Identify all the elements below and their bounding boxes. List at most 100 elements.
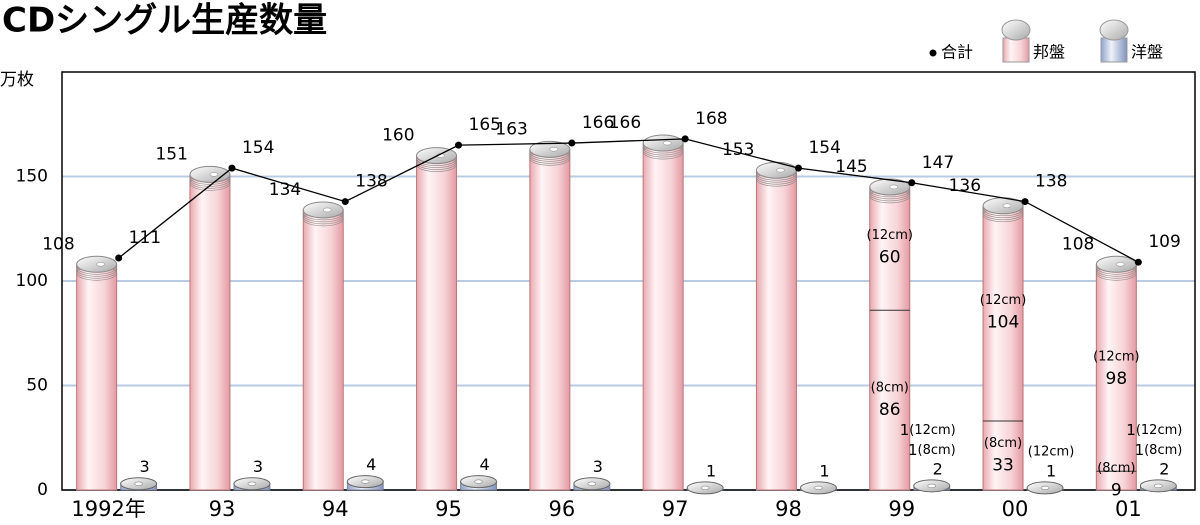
disc-hole [247, 481, 257, 486]
point [568, 139, 576, 147]
disc-hole [96, 261, 105, 267]
value-label: 166 [582, 113, 614, 133]
line [118, 138, 1139, 263]
value-label: 168 [695, 109, 727, 129]
split-value: 1 [1135, 440, 1145, 458]
value-label: 111 [129, 228, 161, 248]
bar [76, 263, 118, 491]
split-value: 60 [879, 248, 901, 268]
value-label: 3 [593, 457, 603, 476]
value-label: 145 [835, 157, 867, 177]
point [794, 164, 802, 172]
split-value: 1 [900, 420, 910, 438]
value-label: 4 [479, 455, 489, 474]
split-label: (12cm) [909, 422, 956, 437]
bar [529, 148, 571, 491]
value-label: 151 [155, 144, 187, 164]
x-tick-label: 98 [775, 497, 802, 521]
value-label: 160 [382, 126, 414, 146]
x-tick-label: 1992年 [71, 497, 145, 521]
disc-hole [927, 483, 937, 488]
value-label: 165 [469, 115, 501, 135]
split-label: (12cm) [867, 228, 914, 243]
y-unit: 万枚 [0, 70, 34, 90]
split-value: 33 [992, 456, 1014, 476]
x-tick-label: 95 [435, 497, 462, 521]
disc-hole [1116, 261, 1125, 267]
split-label: (12cm) [1093, 349, 1140, 364]
point [228, 164, 236, 172]
legend: 合計 邦盤 洋盤 [929, 19, 1163, 63]
point [455, 141, 463, 149]
split-label: (12cm) [1136, 422, 1183, 437]
x-tick-label: 01 [1115, 497, 1142, 521]
value-label: 136 [949, 176, 981, 196]
point [908, 179, 916, 187]
point [681, 135, 689, 143]
bar [869, 186, 911, 491]
bar [302, 209, 344, 491]
disc-hole [360, 479, 370, 484]
chart-title: CDシングル生産数量 [2, 1, 327, 41]
legend-label: 洋盤 [1131, 43, 1163, 62]
legend-label: 合計 [941, 43, 973, 62]
disc-hole [1002, 203, 1012, 209]
bar [982, 205, 1024, 491]
value-label: 138 [355, 172, 387, 192]
split-label: (8cm) [871, 381, 909, 396]
disc-hole [814, 485, 823, 491]
bar [642, 142, 684, 491]
x-tick-label: 99 [888, 497, 915, 521]
disc-hole [209, 172, 219, 177]
disc-hole [134, 481, 143, 486]
value-label: 1 [706, 461, 716, 480]
split-label: (12cm) [980, 293, 1027, 308]
y-tick-label: 50 [26, 376, 48, 396]
x-tick-label: 96 [548, 497, 575, 521]
split-value: 9 [1111, 481, 1122, 501]
split-label: (8cm) [984, 436, 1022, 451]
value-label: 138 [1035, 172, 1067, 192]
y-tick-label: 100 [16, 271, 48, 291]
disc-hole [889, 184, 899, 190]
legend-marker [929, 49, 937, 57]
point [341, 198, 349, 206]
foreign-split: 1(8cm) [1135, 440, 1183, 458]
value-label: 108 [1062, 234, 1094, 254]
value-label: 134 [269, 180, 301, 200]
point [115, 254, 123, 262]
legend-swatch [1100, 37, 1128, 63]
split-label: (8cm) [1144, 442, 1182, 457]
x-tick-label: 00 [1002, 497, 1029, 521]
value-label: 2 [1159, 459, 1169, 478]
value-label: 3 [140, 457, 150, 476]
bar [416, 155, 458, 491]
disc-hole [474, 479, 483, 484]
foreign-split: 1(12cm) [900, 420, 956, 438]
legend-disc [1099, 19, 1129, 41]
disc-hole [662, 140, 672, 146]
value-label: 109 [1148, 232, 1180, 252]
value-label: 154 [808, 138, 840, 158]
x-tick-label: 93 [209, 497, 236, 521]
disc-hole [322, 207, 332, 213]
y-tick-label: 0 [37, 480, 48, 500]
bar [755, 169, 797, 491]
foreign-split: 1(8cm) [908, 440, 956, 458]
split-value: 1 [908, 440, 918, 458]
split-value: 98 [1106, 369, 1128, 389]
disc-hole [776, 167, 785, 173]
legend-label: 邦盤 [1033, 43, 1065, 62]
foreign-split: 1(12cm) [1126, 420, 1182, 438]
disc-hole [700, 485, 710, 491]
split-value: 1 [1126, 420, 1136, 438]
value-label: 4 [366, 455, 376, 474]
split-value: 86 [879, 400, 901, 420]
disc-hole [1040, 485, 1050, 491]
disc-hole [549, 147, 559, 152]
value-label: 163 [495, 119, 527, 139]
legend-disc [1001, 19, 1031, 41]
value-label: 3 [253, 457, 263, 476]
point [1021, 198, 1029, 206]
size-note: (12cm) [1028, 444, 1075, 459]
